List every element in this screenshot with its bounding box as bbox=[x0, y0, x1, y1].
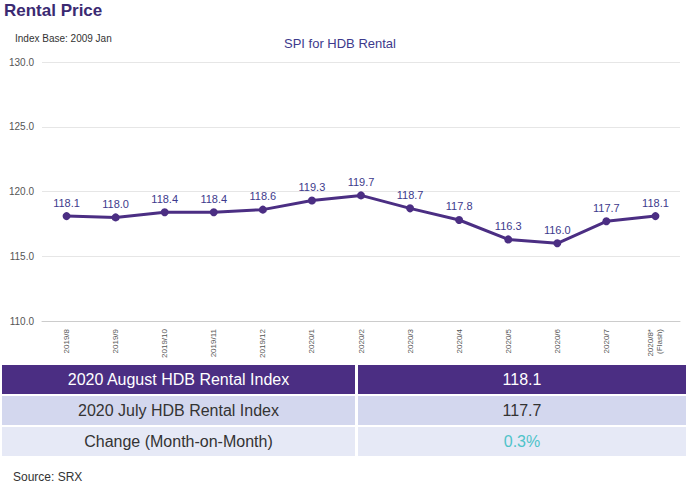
svg-text:2020/5: 2020/5 bbox=[504, 328, 513, 353]
svg-text:118.4: 118.4 bbox=[151, 193, 178, 205]
svg-text:118.4: 118.4 bbox=[200, 193, 227, 205]
svg-text:SPI for HDB Rental: SPI for HDB Rental bbox=[284, 36, 396, 51]
svg-text:110.0: 110.0 bbox=[10, 316, 35, 327]
svg-text:118.6: 118.6 bbox=[249, 190, 276, 202]
svg-text:2019/10: 2019/10 bbox=[160, 328, 169, 357]
svg-text:2019/12: 2019/12 bbox=[258, 328, 267, 357]
svg-text:130.0: 130.0 bbox=[9, 57, 34, 68]
svg-text:2020/8*: 2020/8* bbox=[646, 329, 655, 357]
html-text:Rental Price: Rental Price bbox=[4, 1, 103, 20]
html-text:2020 July HDB Rental Index: 2020 July HDB Rental Index bbox=[78, 401, 279, 419]
svg-text:115.0: 115.0 bbox=[10, 251, 35, 262]
html-text:Source: SRX: Source: SRX bbox=[13, 470, 83, 484]
svg-text:120.0: 120.0 bbox=[9, 186, 34, 197]
svg-text:2020/1: 2020/1 bbox=[307, 328, 316, 353]
svg-text:2020/4: 2020/4 bbox=[455, 328, 464, 353]
svg-text:118.1: 118.1 bbox=[642, 197, 669, 209]
svg-text:125.0: 125.0 bbox=[9, 121, 34, 132]
svg-text:118.7: 118.7 bbox=[397, 189, 424, 201]
svg-text:119.7: 119.7 bbox=[348, 176, 375, 188]
svg-text:118.1: 118.1 bbox=[53, 197, 80, 209]
svg-text:116.3: 116.3 bbox=[495, 220, 522, 232]
svg-text:2019/8: 2019/8 bbox=[62, 328, 71, 353]
svg-text:116.0: 116.0 bbox=[544, 224, 571, 236]
html-text:Change (Month-on-Month): Change (Month-on-Month) bbox=[84, 432, 273, 450]
svg-text:2020/6: 2020/6 bbox=[553, 328, 562, 353]
html-text:2020 August HDB Rental Index: 2020 August HDB Rental Index bbox=[67, 370, 290, 388]
svg-text:2020/3: 2020/3 bbox=[406, 328, 415, 353]
svg-text:2020/7: 2020/7 bbox=[602, 328, 611, 353]
svg-text:2019/9: 2019/9 bbox=[111, 328, 120, 353]
svg-text:119.3: 119.3 bbox=[299, 181, 326, 193]
html-text:118.1: 118.1 bbox=[502, 370, 542, 388]
html-text:0.3%: 0.3% bbox=[503, 432, 541, 450]
svg-text:(Flash): (Flash) bbox=[655, 329, 664, 354]
svg-text:2019/11: 2019/11 bbox=[209, 328, 218, 357]
svg-text:2020/2: 2020/2 bbox=[357, 328, 366, 353]
svg-text:118.0: 118.0 bbox=[102, 198, 129, 210]
svg-text:117.7: 117.7 bbox=[593, 202, 620, 214]
html-text:Index Base: 2009 Jan: Index Base: 2009 Jan bbox=[15, 33, 112, 44]
html-text:117.7: 117.7 bbox=[502, 401, 542, 419]
svg-text:117.8: 117.8 bbox=[446, 200, 473, 212]
